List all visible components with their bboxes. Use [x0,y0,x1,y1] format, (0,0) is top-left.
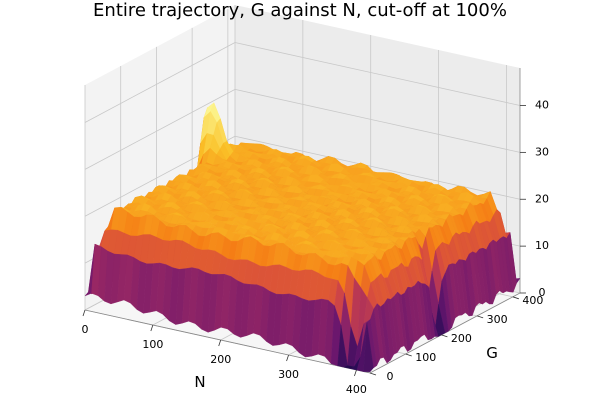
y-tick [477,315,484,319]
x-tick-label: 400 [346,383,367,396]
y-tick-label: 300 [487,313,508,326]
grid-line-z-back [234,135,521,200]
y-tick-label: 400 [522,294,543,307]
z-tick-label: 40 [535,99,549,112]
y-axis-label: G [486,344,498,362]
x-tick [218,339,222,347]
grid-line-z-left [84,89,236,170]
grid-line-z-back [234,42,521,106]
x-tick-label: 0 [82,323,89,336]
y-tick [369,372,377,376]
y-tick [405,353,412,357]
y-tick-label: 100 [415,351,436,364]
x-tick [82,309,86,317]
surface-mesh [84,102,521,373]
x-tick [354,369,357,377]
y-tick [512,296,519,300]
axis-line [84,309,371,374]
grid-line-z-left [84,42,236,123]
x-tick [150,324,154,332]
x-tick-label: 100 [142,338,163,351]
z-tick-label: 30 [535,145,549,158]
z-tick-label: 10 [535,239,549,252]
z-tick-label: 0 [539,286,546,299]
tick-marks [82,105,526,377]
x-tick-label: 300 [278,368,299,381]
surface-patch [363,322,374,373]
y-tick-label: 200 [451,332,472,345]
x-axis-label: N [194,373,205,391]
chart-title: Entire trajectory, G against N, cut-off … [93,0,507,21]
grid-line-z-back [234,88,521,153]
x-tick [286,354,289,362]
z-tick-label: 20 [535,192,549,205]
y-tick [441,334,448,338]
y-tick-label: 0 [387,370,394,383]
x-tick-label: 200 [210,353,231,366]
